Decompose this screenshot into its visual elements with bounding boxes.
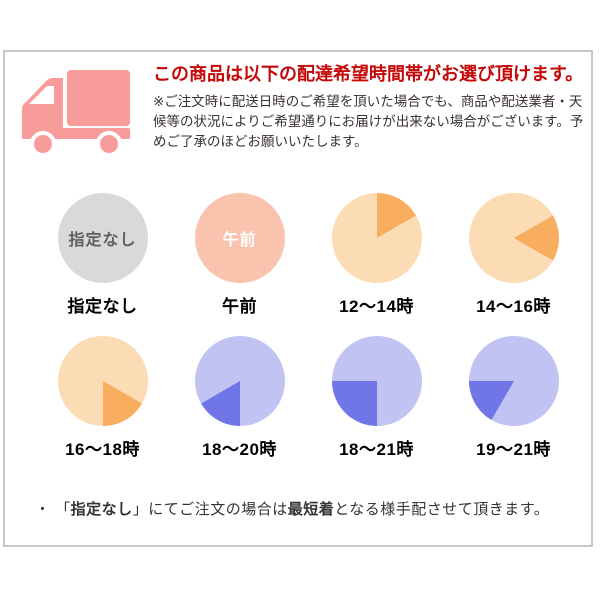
time-slot-label: 16〜18時 — [65, 440, 140, 459]
time-slot-label: 14〜16時 — [476, 297, 551, 316]
time-slot-circle-text: 指定なし — [68, 232, 137, 249]
delivery-truck-icon — [22, 70, 130, 157]
slots-row-1: 指定なし 指定なし 午前 午前 12〜14時 14〜16時 — [5, 193, 591, 317]
time-slot: 12〜14時 — [308, 193, 445, 317]
time-slot-label: 19〜21時 — [476, 440, 551, 459]
time-slot-clock-icon — [468, 336, 559, 426]
time-slot-clock-icon — [331, 336, 422, 426]
footer-note: ・ 「指定なし」にてご注文の場合は最短着となる様手配させて頂きます。 — [35, 498, 549, 519]
footer-note-segment: 指定なし — [70, 501, 133, 518]
header-disclaimer: ※ご注文時に配送日時のご希望を頂いた場合でも、商品や配送業者・天候等の状況により… — [153, 94, 584, 149]
time-slot-clock-icon — [57, 336, 148, 426]
time-slot-label: 午前 — [222, 297, 257, 316]
time-slot: 14〜16時 — [445, 193, 582, 317]
time-slot-clock-icon: 指定なし — [57, 193, 148, 283]
header-text-block: この商品は以下の配達希望時間帯がお選び頂けます。 ※ご注文時に配送日時のご希望を… — [153, 63, 589, 152]
time-slot-label: 18〜21時 — [339, 440, 414, 459]
time-slot-label: 指定なし — [67, 297, 138, 316]
time-slot-clock-icon: 午前 — [194, 193, 285, 283]
time-slot-circle-text: 午前 — [222, 232, 257, 249]
footer-note-segment: 」にてご注文の場合は — [132, 501, 288, 518]
time-slot-clock-icon — [331, 193, 422, 283]
page-title: この商品は以下の配達希望時間帯がお選び頂けます。 — [153, 64, 584, 84]
footer-note-segment: 最短着 — [287, 501, 335, 518]
time-slot: 16〜18時 — [34, 336, 171, 460]
time-slot-clock-icon — [468, 193, 559, 283]
time-slot: 18〜20時 — [171, 336, 308, 460]
time-slot: 19〜21時 — [445, 336, 582, 460]
time-slot: 18〜21時 — [308, 336, 445, 460]
time-slot: 指定なし 指定なし — [34, 193, 171, 317]
time-slot: 午前 午前 — [171, 193, 308, 317]
time-slot-label: 12〜14時 — [339, 297, 414, 316]
footer-note-segment: ・ 「 — [35, 501, 71, 518]
footer-note-segment: となる様手配させて頂きます。 — [334, 501, 550, 518]
delivery-info-panel: この商品は以下の配達希望時間帯がお選び頂けます。 ※ご注文時に配送日時のご希望を… — [3, 50, 593, 547]
time-slot-label: 18〜20時 — [202, 440, 277, 459]
slots-row-2: 16〜18時 18〜20時 18〜21時 19〜21時 — [5, 336, 591, 460]
time-slot-clock-icon — [194, 336, 285, 426]
